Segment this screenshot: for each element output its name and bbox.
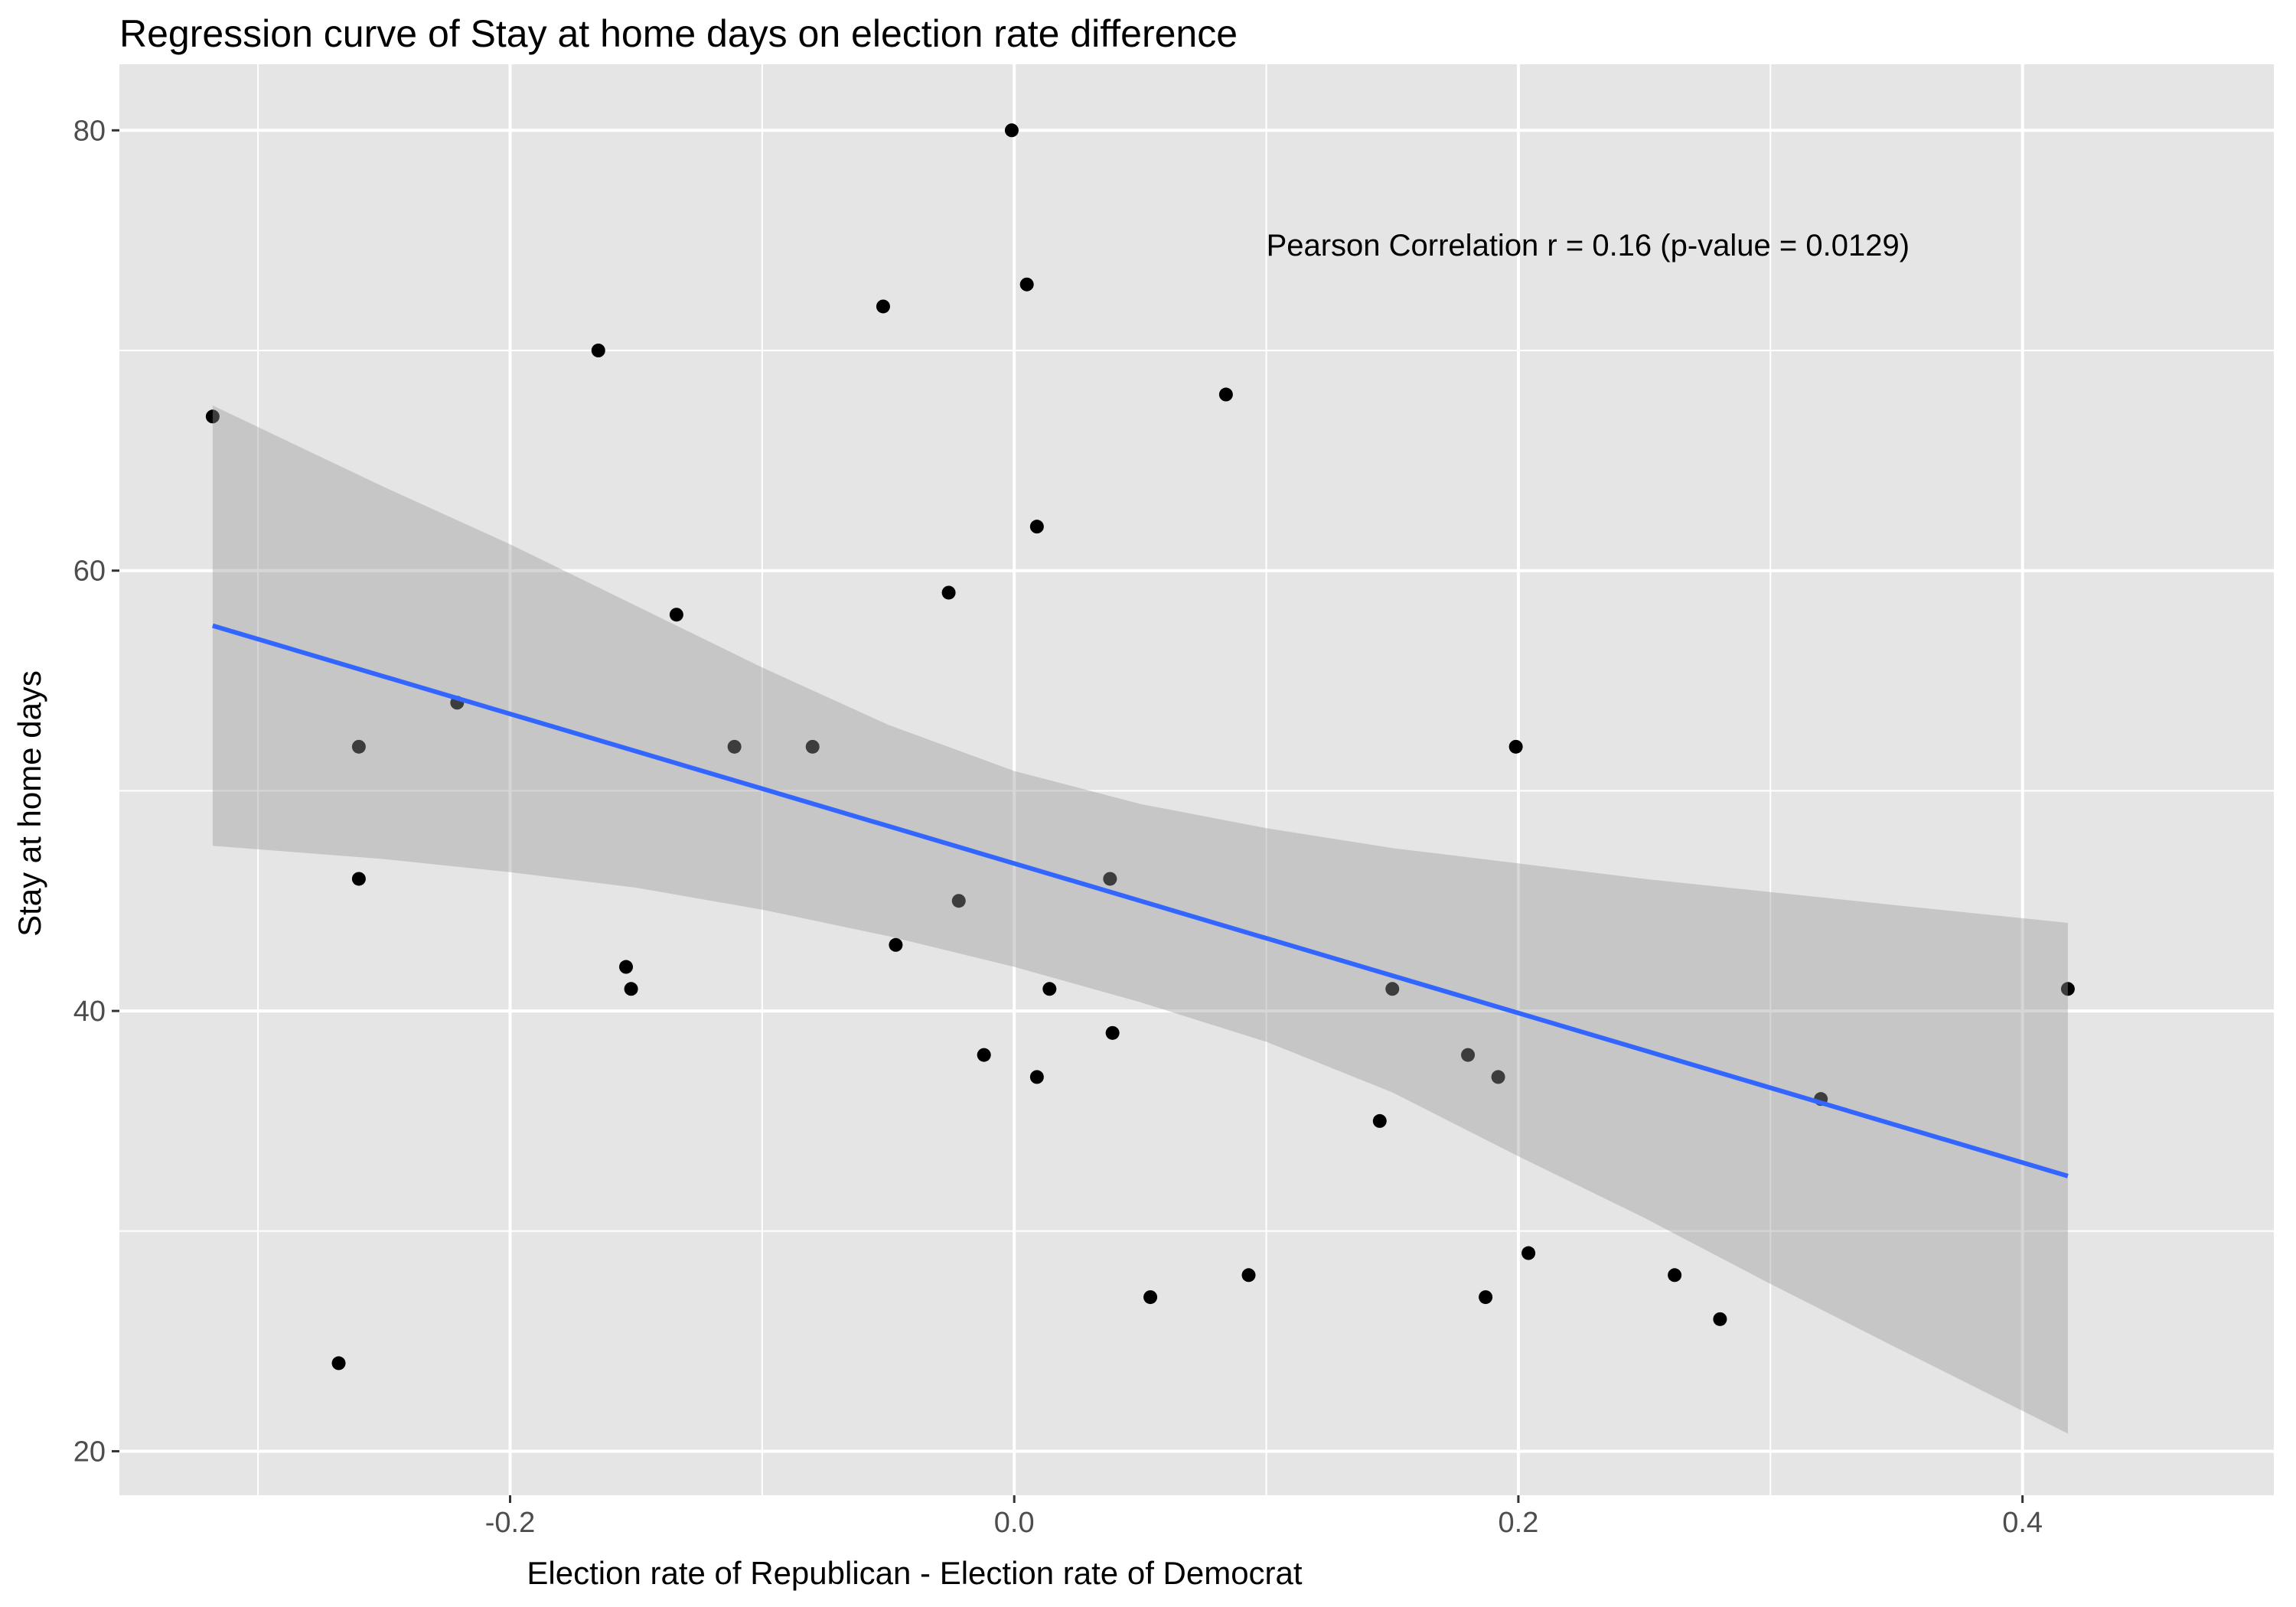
data-point	[1385, 982, 1400, 996]
x-tick-label: 0.0	[994, 1507, 1035, 1539]
data-point	[1029, 520, 1044, 534]
chart-title: Regression curve of Stay at home days on…	[119, 12, 1238, 55]
data-point	[331, 1356, 346, 1371]
data-point	[889, 937, 903, 952]
y-tick-label: 60	[73, 556, 106, 588]
data-point	[624, 982, 638, 996]
x-tick-label: 0.4	[2002, 1507, 2043, 1539]
data-point	[977, 1048, 991, 1062]
data-point	[1372, 1113, 1387, 1128]
x-axis: -0.2 0.0 0.2 0.4	[485, 1495, 2043, 1539]
data-point	[619, 960, 634, 974]
y-axis-title: Stay at home days	[11, 670, 47, 937]
x-axis-title: Election rate of Republican - Election r…	[527, 1555, 1302, 1591]
data-point	[1105, 1025, 1120, 1040]
data-point	[2060, 982, 2075, 996]
data-point	[727, 739, 742, 754]
data-point	[1241, 1268, 1256, 1283]
regression-line	[212, 623, 2069, 1178]
data-point	[1218, 387, 1233, 402]
y-tick-label: 40	[73, 996, 106, 1028]
y-tick-label: 80	[73, 115, 106, 147]
data-point	[1019, 277, 1034, 292]
data-point	[876, 299, 890, 314]
confidence-band	[212, 405, 2068, 1434]
data-point	[591, 344, 605, 357]
data-point	[1491, 1070, 1505, 1084]
data-point	[1479, 1290, 1493, 1305]
y-axis: 20 40 60 80	[73, 115, 119, 1468]
x-tick-label: -0.2	[485, 1507, 535, 1539]
data-point	[1042, 982, 1057, 996]
data-point	[1029, 1070, 1044, 1084]
correlation-annotation: Pearson Correlation r = 0.16 (p-value = …	[1267, 229, 1910, 262]
data-point	[1508, 739, 1523, 754]
data-point	[1004, 123, 1019, 138]
data-point	[805, 739, 820, 754]
data-point	[1143, 1290, 1158, 1305]
data-point	[351, 739, 366, 754]
data-point	[351, 872, 366, 886]
data-point	[1713, 1312, 1727, 1326]
data-point	[951, 894, 966, 908]
data-point	[1103, 872, 1117, 886]
y-tick-label: 20	[73, 1436, 106, 1468]
panel-background	[119, 64, 2275, 1495]
data-point	[1668, 1268, 1682, 1283]
data-point	[669, 608, 683, 622]
data-point	[205, 409, 220, 424]
data-point	[941, 585, 956, 600]
plot-panel	[119, 64, 2275, 1495]
data-point	[1521, 1246, 1536, 1260]
data-point	[1461, 1048, 1476, 1062]
x-tick-label: 0.2	[1499, 1507, 1539, 1539]
